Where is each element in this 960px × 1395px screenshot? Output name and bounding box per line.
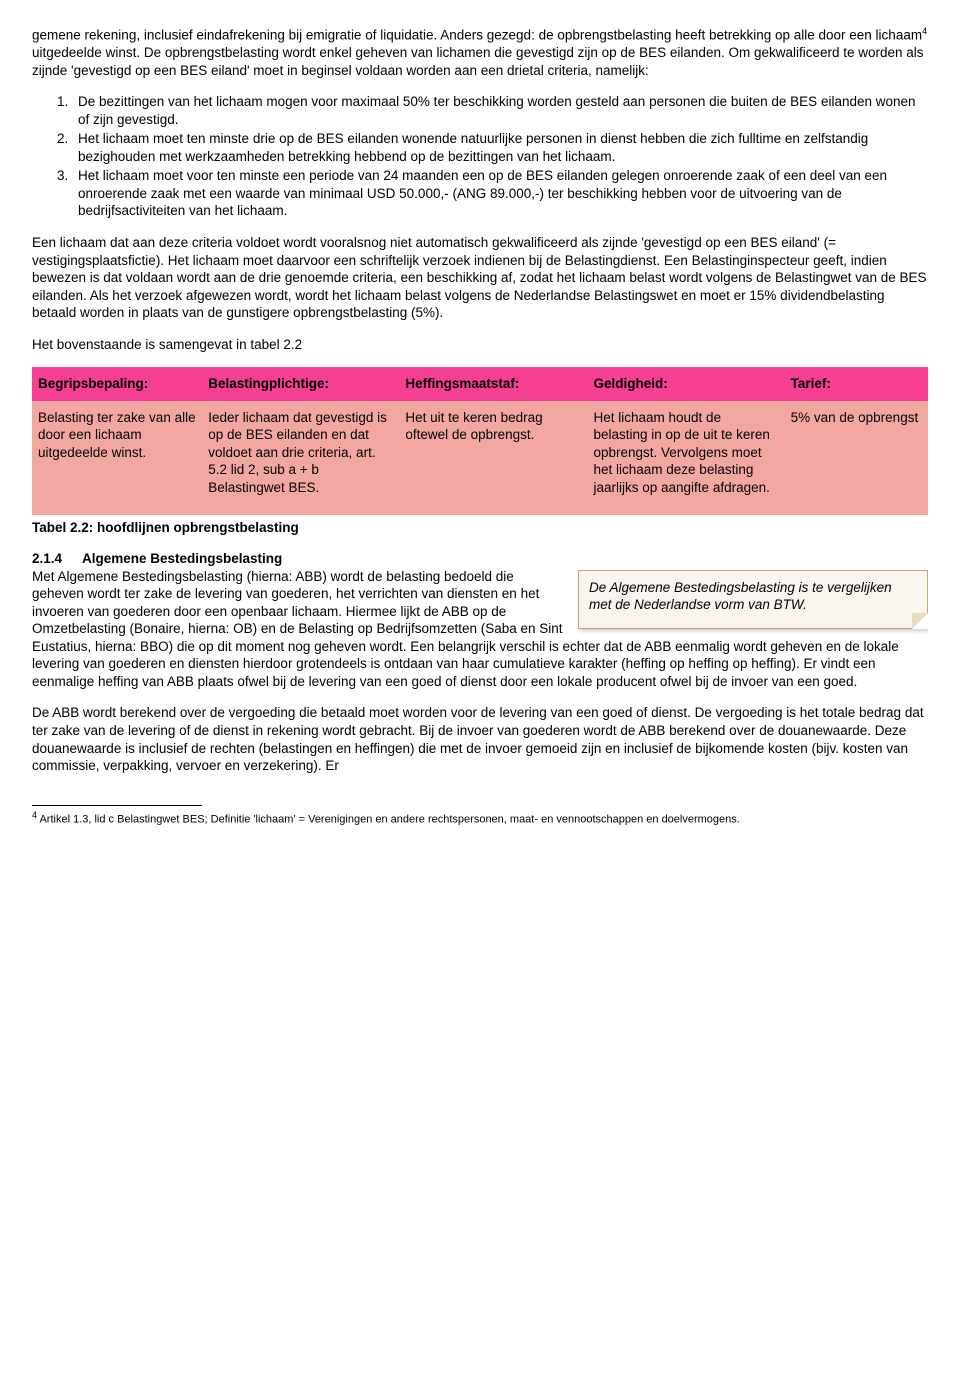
table-cell: Ieder lichaam dat gevestigd is op de BES… <box>202 401 399 515</box>
paragraph: Het bovenstaande is samengevat in tabel … <box>32 336 928 354</box>
table-cell: Het lichaam houdt de belasting in op de … <box>588 401 785 515</box>
col-header: Tarief: <box>785 367 928 401</box>
page-curl-icon <box>912 613 928 629</box>
paragraph-intro: gemene rekening, inclusief eindafrekenin… <box>32 26 928 79</box>
table-caption: Tabel 2.2: hoofdlijnen opbrengstbelastin… <box>32 519 928 537</box>
table-cell: Belasting ter zake van alle door een lic… <box>32 401 202 515</box>
summary-table: Begripsbepaling: Belastingplichtige: Hef… <box>32 367 928 514</box>
footnote: 4 Artikel 1.3, lid c Belastingwet BES; D… <box>32 810 928 827</box>
list-item: De bezittingen van het lichaam mogen voo… <box>72 93 928 128</box>
footnote-separator <box>32 805 202 806</box>
text: uitgedeelde winst. De opbrengstbelasting… <box>32 45 924 78</box>
footnote-text: Artikel 1.3, lid c Belastingwet BES; Def… <box>37 813 740 825</box>
section-title: Algemene Bestedingsbelasting <box>82 551 282 566</box>
list-item: Het lichaam moet voor ten minste een per… <box>72 167 928 220</box>
criteria-list: De bezittingen van het lichaam mogen voo… <box>32 93 928 220</box>
section-heading: 2.1.4Algemene Bestedingsbelasting <box>32 550 928 568</box>
callout-note: De Algemene Bestedingsbelasting is te ve… <box>578 570 928 629</box>
section-number: 2.1.4 <box>32 550 82 568</box>
callout-text: De Algemene Bestedingsbelasting is te ve… <box>578 570 928 629</box>
table-cell: Het uit te keren bedrag oftewel de opbre… <box>399 401 587 515</box>
col-header: Begripsbepaling: <box>32 367 202 401</box>
text: gemene rekening, inclusief eindafrekenin… <box>32 28 922 43</box>
col-header: Geldigheid: <box>588 367 785 401</box>
list-item: Het lichaam moet ten minste drie op de B… <box>72 130 928 165</box>
col-header: Heffingsmaatstaf: <box>399 367 587 401</box>
footnote-ref: 4 <box>922 26 927 36</box>
table-header-row: Begripsbepaling: Belastingplichtige: Hef… <box>32 367 928 401</box>
paragraph: Een lichaam dat aan deze criteria voldoe… <box>32 234 928 322</box>
col-header: Belastingplichtige: <box>202 367 399 401</box>
table-cell: 5% van de opbrengst <box>785 401 928 515</box>
paragraph: De ABB wordt berekend over de vergoeding… <box>32 704 928 774</box>
table-row: Belasting ter zake van alle door een lic… <box>32 401 928 515</box>
